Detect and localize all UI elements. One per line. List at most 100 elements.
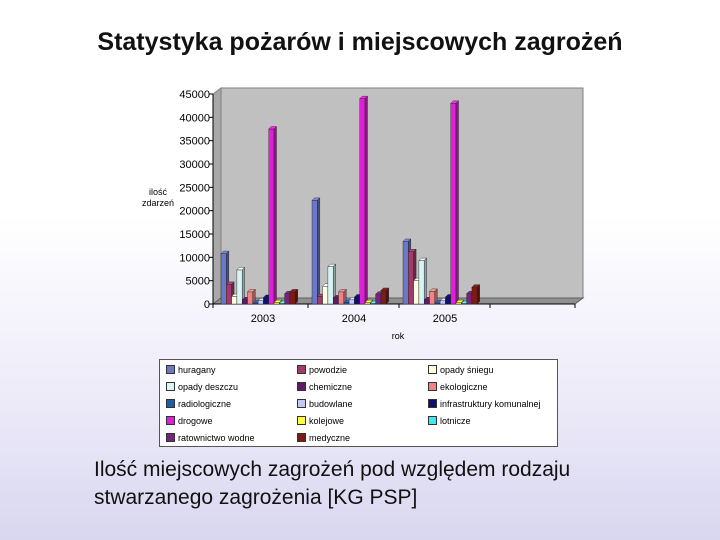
legend-swatch [428, 382, 437, 392]
legend-item: chemiczne [297, 380, 352, 394]
bar-front [257, 300, 264, 305]
legend-item: ratownictwo wodne [166, 431, 255, 445]
bar-front [375, 294, 382, 305]
bar-front [226, 284, 232, 305]
bar-side [295, 288, 298, 305]
bar-front [450, 103, 457, 305]
bar-side [424, 257, 427, 305]
bar-front [263, 297, 269, 305]
bar-side [317, 197, 320, 305]
bar-front [429, 291, 436, 305]
y-tick-label: 0 [204, 299, 210, 311]
caption-line-1: Ilość miejscowych zagrożeń pod względem … [94, 458, 571, 481]
bar [359, 95, 368, 305]
bar-front [236, 269, 243, 305]
legend-label: budowlane [309, 399, 353, 409]
bar-front [413, 280, 420, 305]
legend-label: lotnicze [440, 416, 471, 426]
x-tick-label: 2004 [342, 313, 366, 325]
bar [418, 257, 428, 305]
legend-item: ekologiczne [428, 380, 488, 394]
bar-front [247, 291, 254, 305]
bar-front [380, 290, 387, 305]
bar-front [284, 293, 291, 305]
bar-front [364, 302, 371, 305]
bar-front [273, 302, 280, 305]
bar [247, 288, 256, 305]
legend-label: opady śniegu [440, 365, 494, 375]
legend-label: kolejowe [309, 416, 345, 426]
bar [289, 288, 299, 305]
bar-front [466, 293, 473, 305]
legend-label: radiologiczne [178, 399, 232, 409]
y-tick-label: 10000 [179, 252, 210, 264]
bar-front [338, 291, 345, 305]
bar-side [364, 95, 368, 305]
legend-label: drogowe [178, 416, 213, 426]
legend-swatch [297, 365, 306, 375]
legend-item: radiologiczne [166, 397, 231, 411]
x-axis-label: rok [392, 331, 405, 341]
bar-front [333, 297, 339, 305]
legend-swatch [166, 433, 175, 443]
legend-item: medyczne [297, 431, 350, 445]
legend-swatch [166, 416, 175, 426]
bar-front [402, 241, 409, 305]
y-tick-label: 30000 [179, 159, 210, 171]
bar-front [268, 128, 275, 305]
legend-swatch [297, 399, 306, 409]
legend-label: ratownictwo wodne [178, 433, 255, 443]
x-tick-label: 2005 [433, 313, 457, 325]
bar-side [386, 287, 389, 305]
bar-front [317, 296, 323, 305]
bar-front [359, 98, 366, 305]
y-tick-label: 35000 [179, 136, 210, 148]
bar-front [439, 300, 446, 305]
bar-front [289, 291, 296, 305]
bar [236, 266, 246, 305]
bar-front [343, 302, 350, 305]
x-tick-label: 2003 [251, 313, 275, 325]
bar-front [220, 253, 227, 305]
bar-front [471, 287, 478, 305]
legend-label: chemiczne [309, 382, 353, 392]
legend-swatch [297, 433, 306, 443]
legend-label: ekologiczne [440, 382, 488, 392]
y-tick-label: 5000 [186, 276, 210, 288]
legend-swatch [428, 365, 437, 375]
bar-front [408, 251, 414, 305]
y-tick-label: 25000 [179, 182, 210, 194]
legend-item: budowlane [297, 397, 353, 411]
legend-swatch [166, 382, 175, 392]
caption-line-2: stwarzanego zagrożenia [KG PSP] [94, 486, 418, 509]
y-tick-label: 20000 [179, 206, 210, 218]
bar-side [477, 284, 480, 305]
bar [450, 100, 459, 305]
legend-label: infrastruktury komunalnej [440, 399, 541, 409]
chart-side-wall [212, 87, 222, 305]
legend-item: opady deszczu [166, 380, 238, 394]
legend-swatch [297, 382, 306, 392]
legend-item: kolejowe [297, 414, 344, 428]
bar-front [348, 299, 355, 305]
legend-item: powodzie [297, 363, 347, 377]
bar-front [231, 296, 238, 305]
y-axis-label: zdarzeń [142, 198, 174, 208]
bar-front [241, 299, 248, 305]
legend-item: opady śniegu [428, 363, 494, 377]
bar [311, 197, 321, 305]
bar [429, 288, 438, 305]
bar-front [445, 296, 451, 305]
legend-swatch [428, 416, 437, 426]
legend-item: drogowe [166, 414, 213, 428]
bar [380, 287, 390, 305]
legend-swatch [297, 416, 306, 426]
bar [268, 126, 277, 305]
bar-front [322, 286, 329, 305]
legend-swatch [428, 399, 437, 409]
legend-swatch [166, 365, 175, 375]
legend-item: huragany [166, 363, 216, 377]
bar-front [327, 266, 334, 305]
legend-label: huragany [178, 365, 216, 375]
